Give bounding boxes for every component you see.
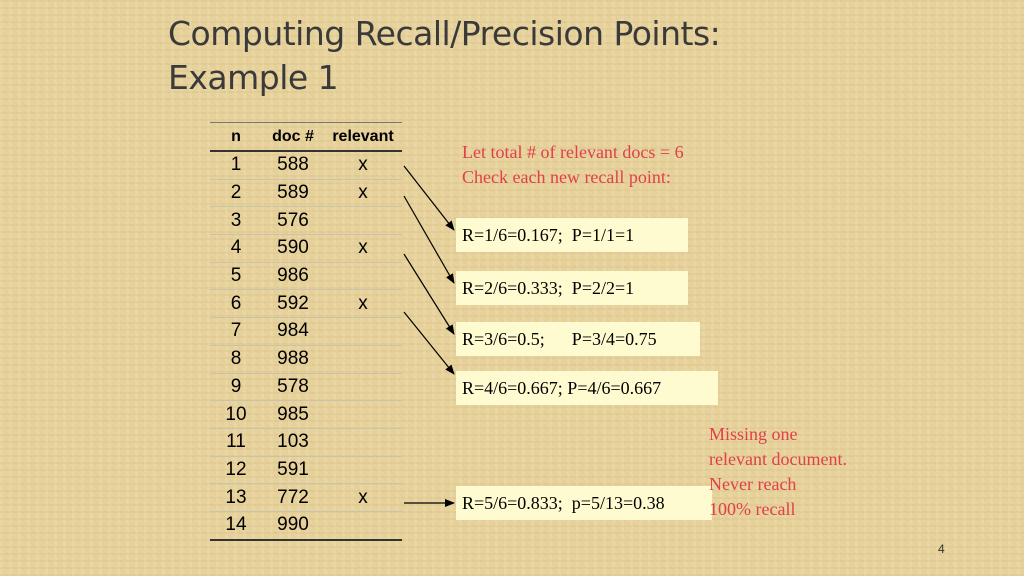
cell-doc: 984	[262, 317, 324, 346]
header-n: n	[210, 122, 262, 152]
cell-relevant	[324, 511, 402, 541]
cell-n: 12	[210, 456, 262, 485]
table-row: 9 578	[210, 373, 402, 402]
cell-relevant: x	[324, 289, 402, 319]
missing-doc-note: Missing one relevant document. Never rea…	[709, 422, 847, 522]
arrow-icon	[403, 311, 455, 375]
table-row: 10 985	[210, 400, 402, 429]
cell-doc: 578	[262, 373, 324, 402]
cell-n: 11	[210, 428, 262, 457]
table-row: 3 576	[210, 206, 402, 236]
header-relevant: relevant	[324, 122, 402, 152]
recall-precision-box-4: R=4/6=0.667; P=4/6=0.667	[456, 371, 718, 405]
arrow-icon	[403, 165, 455, 231]
table-row: 7 984	[210, 317, 402, 346]
cell-doc: 589	[262, 179, 324, 208]
cell-relevant	[324, 317, 402, 346]
cell-relevant	[324, 206, 402, 236]
table-row: 13 772 x	[210, 483, 402, 512]
recall-precision-box-1: R=1/6=0.167; P=1/1=1	[456, 218, 688, 252]
cell-doc: 103	[262, 428, 324, 457]
title-line-1: Computing Recall/Precision Points:	[168, 14, 721, 53]
cell-relevant	[324, 400, 402, 429]
cell-n: 14	[210, 511, 262, 541]
note-line: relevant document.	[709, 449, 847, 469]
cell-n: 10	[210, 400, 262, 429]
cell-doc: 985	[262, 400, 324, 429]
cell-n: 13	[210, 483, 262, 512]
table-row: 2 589 x	[210, 179, 402, 208]
ranked-docs-table: n doc # relevant 1 588 x 2 589 x 3 576 4 590 x …	[210, 122, 402, 541]
recall-precision-box-2: R=2/6=0.333; P=2/2=1	[456, 271, 688, 305]
cell-doc: 986	[262, 262, 324, 291]
cell-doc: 988	[262, 345, 324, 374]
arrow-icon	[403, 195, 455, 284]
cell-doc: 772	[262, 483, 324, 512]
table-row: 5 986	[210, 262, 402, 291]
cell-doc: 592	[262, 289, 324, 319]
cell-doc: 591	[262, 456, 324, 485]
cell-relevant	[324, 262, 402, 291]
note-line: Check each new recall point:	[462, 167, 671, 187]
relevant-count-note: Let total # of relevant docs = 6 Check e…	[462, 140, 684, 190]
note-line: Let total # of relevant docs = 6	[462, 142, 684, 162]
cell-n: 6	[210, 289, 262, 319]
cell-n: 9	[210, 373, 262, 402]
table-row: 4 590 x	[210, 234, 402, 263]
cell-relevant: x	[324, 151, 402, 180]
cell-n: 3	[210, 206, 262, 236]
cell-relevant	[324, 428, 402, 457]
cell-relevant: x	[324, 483, 402, 512]
cell-relevant	[324, 373, 402, 402]
cell-doc: 588	[262, 151, 324, 180]
table-header-row: n doc # relevant	[210, 122, 402, 152]
recall-precision-box-5: R=5/6=0.833; p=5/13=0.38	[456, 486, 712, 520]
cell-relevant	[324, 456, 402, 485]
note-line: Missing one	[709, 424, 798, 444]
header-doc: doc #	[262, 122, 324, 152]
cell-relevant	[324, 345, 402, 374]
cell-n: 7	[210, 317, 262, 346]
cell-doc: 576	[262, 206, 324, 236]
note-line: Never reach	[709, 474, 797, 494]
cell-n: 5	[210, 262, 262, 291]
arrow-icon	[403, 253, 455, 335]
cell-relevant: x	[324, 234, 402, 263]
table-row: 6 592 x	[210, 289, 402, 319]
cell-n: 8	[210, 345, 262, 374]
table-row: 14 990	[210, 511, 402, 541]
cell-n: 1	[210, 151, 262, 180]
page-number: 4	[938, 542, 945, 556]
cell-doc: 990	[262, 511, 324, 541]
table-row: 12 591	[210, 456, 402, 485]
cell-n: 2	[210, 179, 262, 208]
cell-n: 4	[210, 234, 262, 263]
note-line: 100% recall	[709, 499, 796, 519]
cell-relevant: x	[324, 179, 402, 208]
cell-doc: 590	[262, 234, 324, 263]
slide-title: Computing Recall/Precision Points: Examp…	[168, 12, 868, 100]
table-row: 11 103	[210, 428, 402, 457]
recall-precision-box-3: R=3/6=0.5; P=3/4=0.75	[456, 322, 700, 356]
table-row: 1 588 x	[210, 151, 402, 180]
title-line-2: Example 1	[168, 58, 339, 97]
table-row: 8 988	[210, 345, 402, 374]
